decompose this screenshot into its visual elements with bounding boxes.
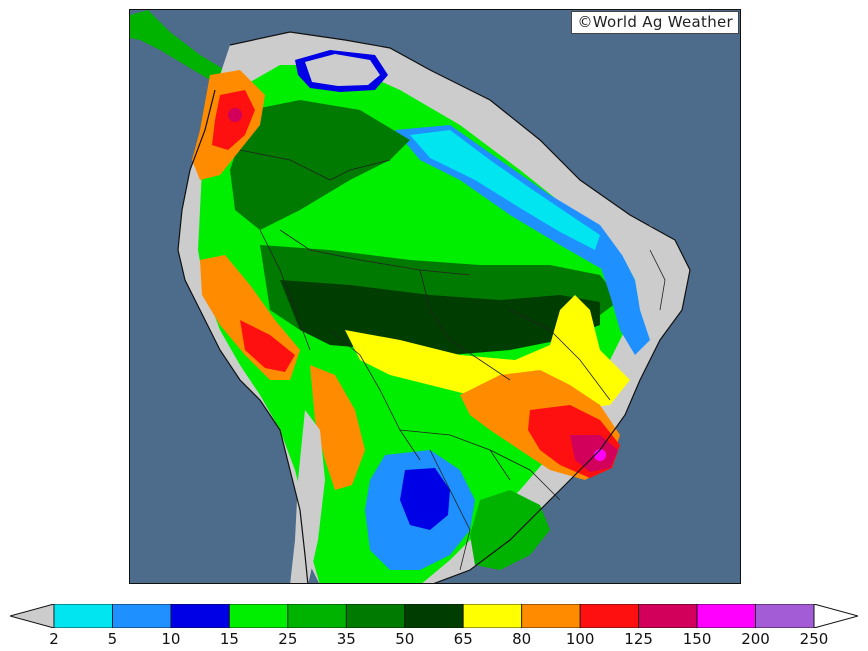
colorbar-tick-label: 10 xyxy=(161,630,181,648)
colorbar-bin xyxy=(462,604,523,628)
colorbar-tick-label: 65 xyxy=(453,630,473,648)
precipitation-map: ©World Ag Weather xyxy=(129,9,741,584)
precip-5-10-northeast xyxy=(600,255,650,355)
colorbar-bin xyxy=(53,604,113,628)
colorbar-tick-label: 125 xyxy=(624,630,653,648)
coastline-east xyxy=(229,31,691,583)
colorbar-tick-label: 50 xyxy=(395,630,415,648)
dry-venezuela xyxy=(305,54,380,86)
precip-125-150-southeast xyxy=(570,435,618,472)
dry-chile-coast xyxy=(290,410,325,583)
colorbar-tick-label: 2 xyxy=(49,630,59,648)
colorbar-bin xyxy=(638,604,698,628)
colorbar-bin xyxy=(287,604,347,628)
precip-125-150-colombia xyxy=(228,108,242,122)
dry-northeast-brazil xyxy=(600,225,688,325)
precip-10-15-south xyxy=(400,468,450,530)
precip-35-50-amazon-west xyxy=(230,100,410,230)
country-borders xyxy=(239,149,666,571)
colorbar-bin xyxy=(345,604,406,628)
colorbar-tick-label: 200 xyxy=(741,630,770,648)
colorbar-tick-label: 35 xyxy=(336,630,356,648)
coastline-west xyxy=(177,89,309,583)
precip-80-100-bolivia xyxy=(310,365,365,490)
colorbar-tick-label: 5 xyxy=(107,630,118,648)
colorbar-bin xyxy=(228,604,289,628)
precip-150-200-southeast xyxy=(594,449,606,461)
precip-2-5-north-coast xyxy=(410,130,600,250)
colorbar-bin xyxy=(755,604,815,628)
colorbar-tick-label: 250 xyxy=(799,630,829,648)
colorbar-tick-label: 80 xyxy=(512,630,532,648)
copyright-label: ©World Ag Weather xyxy=(571,11,739,34)
colorbar-tick-label: 15 xyxy=(219,630,239,648)
colorbar-bin xyxy=(521,604,581,628)
colorbar-tick-label: 150 xyxy=(682,630,712,648)
colorbar-tick-label: 100 xyxy=(565,630,595,648)
precip-25-35-south-brazil xyxy=(470,490,550,570)
colorbar-bin xyxy=(112,604,172,628)
colorbar-below-triangle xyxy=(10,604,55,628)
precip-100-125-andes xyxy=(240,320,295,372)
colorbar-bin xyxy=(696,604,756,628)
colorbar xyxy=(10,604,858,628)
colorbar-above-triangle xyxy=(813,604,858,628)
colorbar-bin xyxy=(579,604,640,628)
colorbar-bin xyxy=(404,604,464,628)
central-america-land xyxy=(130,10,240,90)
map-canvas xyxy=(130,10,740,583)
colorbar-bin xyxy=(170,604,230,628)
colorbar-tick-label: 25 xyxy=(278,630,298,648)
